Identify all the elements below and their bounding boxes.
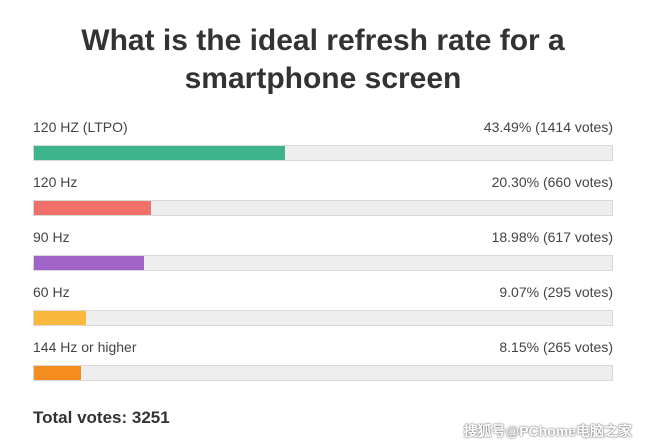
option-label: 120 Hz [33,174,78,190]
bar-track [33,145,613,161]
bar-fill [34,201,151,215]
bar-fill [34,256,144,270]
option-value-label: 18.98% (617 votes) [491,229,613,245]
chart-title: What is the ideal refresh rate for a sma… [81,24,565,95]
poll-option: 120 Hz 20.30% (660 votes) [33,174,613,229]
poll-results: 120 HZ (LTPO) 43.49% (1414 votes) 120 Hz 20… [33,119,613,394]
option-value-label: 9.07% (295 votes) [499,284,613,300]
poll-option: 144 Hz or higher 8.15% (265 votes) [33,339,613,394]
option-value-label: 8.15% (265 votes) [499,339,613,355]
watermark: 搜狐号@PChome电脑之家 [463,423,632,439]
option-label: 90 Hz [33,229,70,245]
poll-option: 120 HZ (LTPO) 43.49% (1414 votes) [33,119,613,174]
poll-option: 90 Hz 18.98% (617 votes) [33,229,613,284]
total-votes: Total votes: 3251 [33,408,170,427]
bar-track [33,365,613,381]
bar-fill [34,366,81,380]
bar-track [33,310,613,326]
option-label: 60 Hz [33,284,70,300]
option-value-label: 43.49% (1414 votes) [483,119,613,135]
poll-option: 60 Hz 9.07% (295 votes) [33,284,613,339]
bar-fill [34,146,285,160]
bar-track [33,200,613,216]
bar-fill [34,311,86,325]
option-label: 144 Hz or higher [33,339,137,355]
bar-track [33,255,613,271]
option-label: 120 HZ (LTPO) [33,119,128,135]
option-value-label: 20.30% (660 votes) [491,174,613,190]
